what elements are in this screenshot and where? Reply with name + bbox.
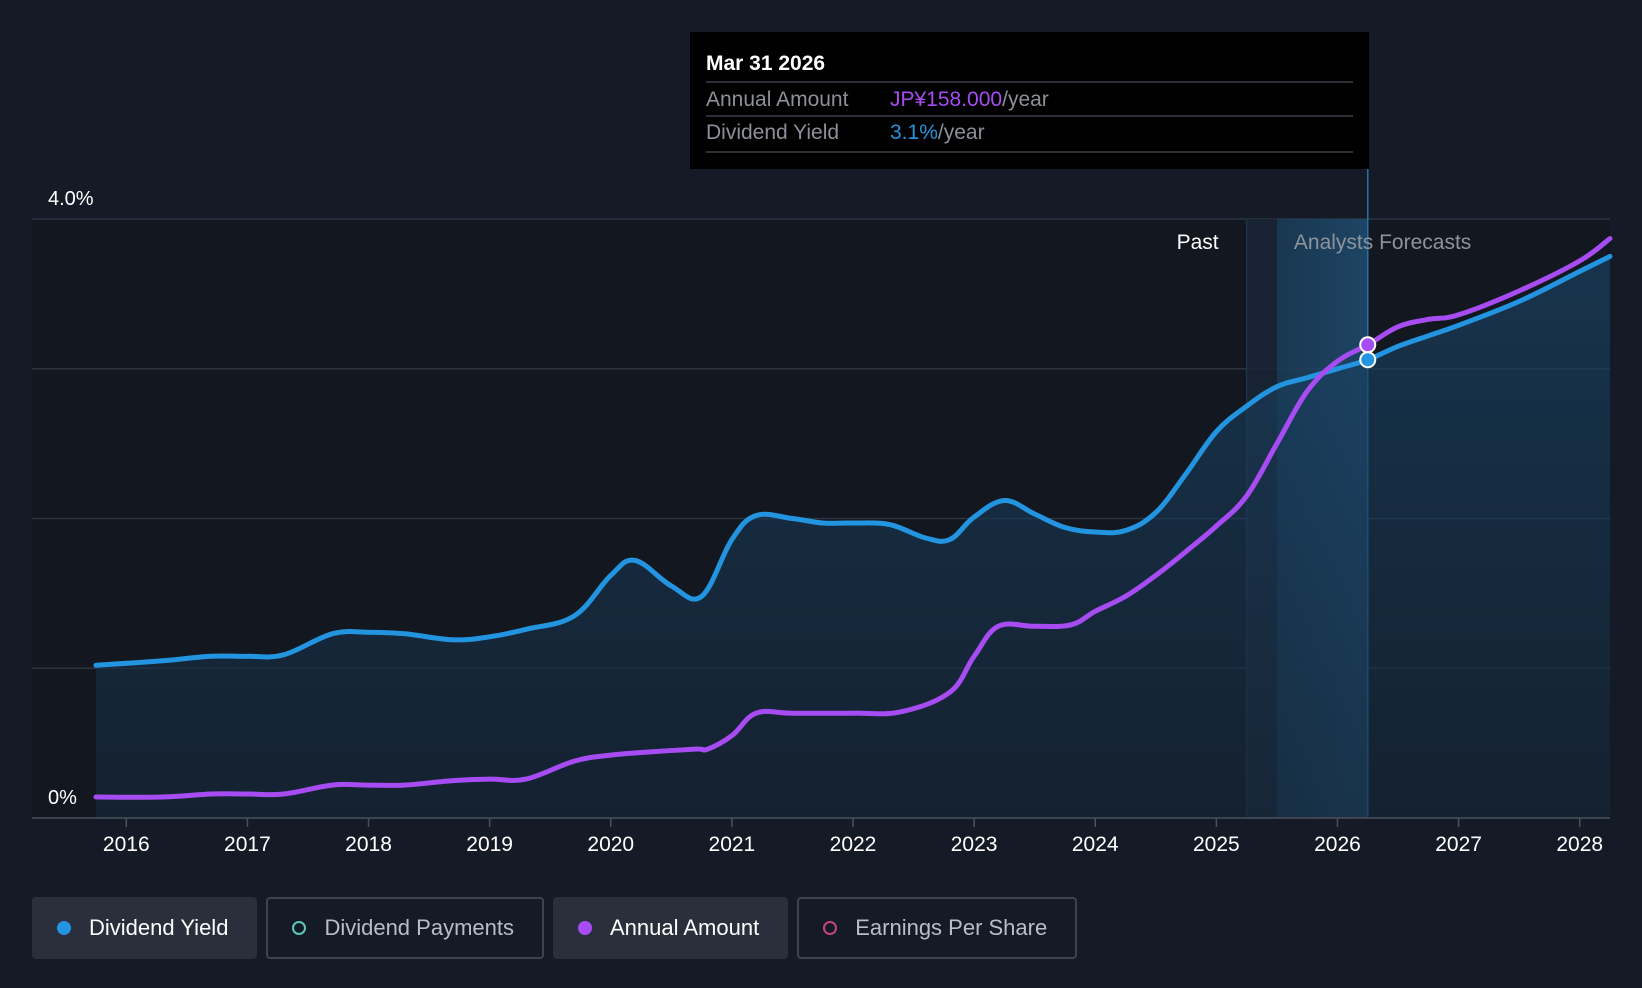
x-tick-label: 2020 (587, 833, 634, 856)
dividend-payments-circle-icon (292, 921, 307, 935)
dividend-chart[interactable]: 2016 2017 2018 2019 2020 2021 2022 2023 2024 2025… (0, 0, 1642, 890)
legend-label: Dividend Yield (89, 915, 229, 940)
chart-legend: Dividend Yield Dividend Payments Annual … (32, 897, 1078, 959)
tooltip-yield-amount: 3.1% (890, 121, 938, 144)
tooltip-annual-suffix: /year (1002, 88, 1049, 111)
annual-amount-marker (1359, 336, 1377, 354)
y-tick-label: 0% (48, 787, 77, 809)
legend-dividend-yield[interactable]: Dividend Yield (32, 897, 258, 959)
dividend-yield-dot-icon (57, 921, 71, 935)
x-tick-label: 2027 (1435, 833, 1482, 856)
x-tick-label: 2028 (1556, 833, 1603, 856)
tooltip-yield-value: 3.1%/year (890, 121, 985, 144)
dividend-yield-area (96, 256, 1610, 818)
tooltip-annual-label: Annual Amount (706, 88, 849, 111)
x-tick-label: 2016 (103, 833, 150, 856)
tooltip-yield-suffix: /year (938, 121, 985, 144)
legend-label: Earnings Per Share (855, 915, 1048, 940)
tooltip-date: Mar 31 2026 (706, 52, 825, 75)
x-tick-label: 2021 (709, 833, 756, 856)
dividend-yield-line (93, 253, 1613, 668)
legend-label: Annual Amount (609, 915, 760, 940)
x-tick-label: 2018 (345, 833, 392, 856)
x-tick-label: 2026 (1314, 833, 1361, 856)
forecast-label: Analysts Forecasts (1294, 231, 1471, 254)
past-label: Past (1177, 231, 1219, 254)
annual-amount-line (93, 236, 1613, 800)
x-tick-label: 2017 (224, 833, 271, 856)
legend-dividend-payments[interactable]: Dividend Payments (266, 897, 544, 959)
dividend-yield-marker (1359, 351, 1377, 369)
tooltip-annual-amount: JP¥158.000 (890, 88, 1002, 111)
tooltip-annual-value: JP¥158.000/year (890, 88, 1049, 111)
legend-earnings-per-share[interactable]: Earnings Per Share (797, 897, 1078, 959)
tooltip-box (690, 32, 1369, 169)
x-tick-label: 2019 (466, 833, 513, 856)
y-tick-label: 4.0% (48, 188, 94, 210)
x-tick-label: 2025 (1193, 833, 1240, 856)
tooltip-yield-label: Dividend Yield (706, 121, 839, 144)
legend-label: Dividend Payments (324, 915, 514, 940)
annual-amount-dot-icon (577, 921, 592, 935)
x-tick-label: 2022 (830, 833, 877, 856)
x-tick-label: 2024 (1072, 833, 1119, 856)
legend-annual-amount[interactable]: Annual Amount (552, 897, 789, 959)
earnings-per-share-circle-icon (823, 921, 838, 935)
x-tick-label: 2023 (951, 833, 998, 856)
